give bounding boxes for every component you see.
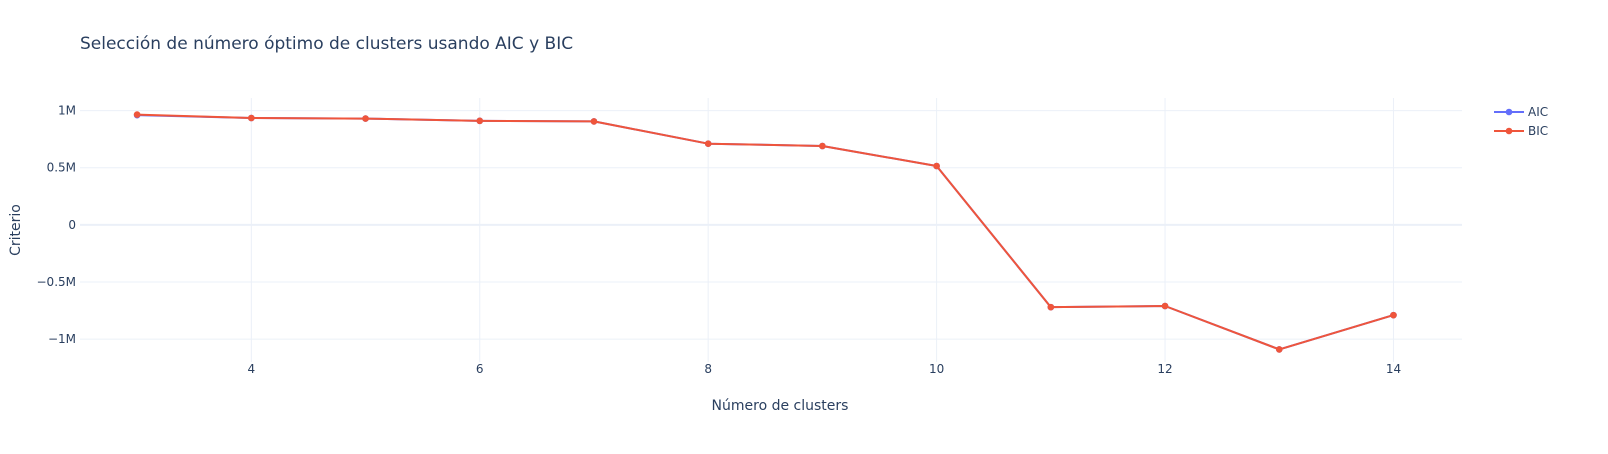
- x-tick-label: 8: [704, 362, 712, 376]
- plot-area: [133, 111, 1397, 353]
- legend-item-bic[interactable]: BIC: [1494, 124, 1548, 138]
- x-tick-label: 4: [248, 362, 256, 376]
- data-point-bic: [933, 162, 940, 170]
- data-point-bic: [1275, 346, 1283, 353]
- x-tick-label: 6: [476, 362, 484, 376]
- data-point-bic: [819, 142, 826, 150]
- data-point-bic: [1047, 303, 1055, 311]
- x-tick-label: 14: [1386, 362, 1401, 376]
- y-axis-label: Criterio: [8, 204, 24, 256]
- legend[interactable]: AIC BIC: [1494, 105, 1548, 138]
- axis-ticks: 4 6 8 10 12 14 −1M −0.5M 0 0.5M 1M: [37, 104, 1402, 376]
- data-point-bic: [590, 118, 598, 125]
- y-tick-label: −1M: [48, 332, 76, 346]
- data-point-bic: [133, 111, 141, 118]
- series-line-bic: [137, 113, 1394, 351]
- legend-marker-icon: [1505, 108, 1513, 116]
- x-tick-label: 10: [929, 362, 944, 376]
- legend-label: AIC: [1528, 105, 1548, 119]
- x-axis-label: Número de clusters: [712, 398, 849, 414]
- y-tick-label: 0: [68, 218, 76, 232]
- data-point-bic: [476, 117, 484, 125]
- grid: [80, 98, 1462, 362]
- data-point-bic: [704, 140, 712, 148]
- y-tick-label: 0.5M: [47, 161, 76, 175]
- data-point-bic: [1390, 311, 1397, 319]
- x-tick-label: 12: [1157, 362, 1172, 376]
- legend-item-aic[interactable]: AIC: [1494, 105, 1548, 119]
- data-point-bic: [248, 114, 255, 122]
- data-point-bic: [362, 115, 369, 122]
- legend-label: BIC: [1528, 124, 1548, 138]
- chart-title: Selección de número óptimo de clusters u…: [80, 34, 573, 54]
- series-line-aic: [137, 114, 1394, 351]
- y-tick-label: 1M: [58, 104, 76, 118]
- y-tick-label: −0.5M: [37, 275, 77, 289]
- data-point-bic: [1161, 302, 1169, 310]
- legend-marker-icon: [1505, 127, 1513, 135]
